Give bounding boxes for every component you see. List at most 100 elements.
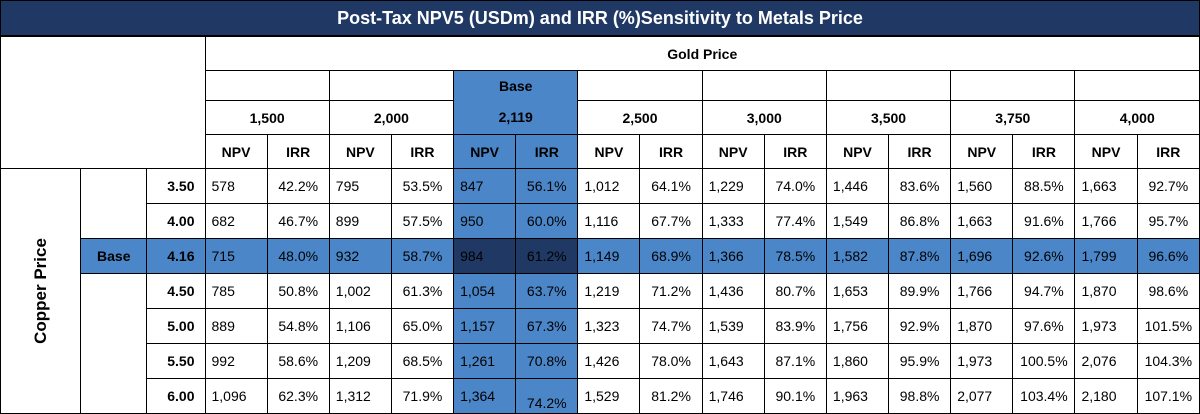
npv-cell: 1,973: [1074, 308, 1138, 344]
npv-column-header: NPV: [204, 134, 268, 169]
irr-column-header: IRR: [515, 134, 579, 169]
gold-price-cell: 3,500: [825, 100, 952, 135]
npv-cell: 1,799: [1074, 238, 1138, 274]
npv-column-header: NPV: [950, 134, 1014, 169]
npv-cell: 1,209: [328, 343, 392, 379]
irr-cell: 67.7%: [639, 203, 703, 239]
npv-cell: 1,229: [701, 168, 765, 204]
irr-column-header: IRR: [1136, 134, 1200, 169]
irr-cell: 46.7%: [266, 203, 330, 239]
irr-cell: 98.6%: [1136, 273, 1200, 309]
table-row: 5.00 889 54.8% 1,106 65.0% 1,157 67.3% 1,323 74.…: [1, 308, 1200, 344]
gold-price-cell: 1,500: [204, 100, 330, 135]
irr-cell: 90.1%: [763, 378, 827, 414]
npv-cell: 1,366: [701, 238, 765, 274]
irr-cell: 77.4%: [763, 203, 827, 239]
irr-cell: 78.5%: [763, 238, 827, 274]
npv-cell: 1,436: [701, 273, 765, 309]
irr-cell: 67.3%: [515, 308, 579, 344]
irr-column-header: IRR: [888, 134, 952, 169]
npv-cell: 984: [453, 238, 517, 274]
irr-cell: 103.4%: [1012, 378, 1076, 414]
gold-price-header: Gold Price: [204, 36, 1200, 71]
gold-price-row: 1,500 2,000 2,119 2,500 3,000 3,500 3,750 4,000: [1, 100, 1200, 135]
npv-column-header: NPV: [453, 134, 517, 169]
irr-cell: 56.1%: [515, 168, 579, 204]
copper-price-cell: 5.00: [146, 308, 206, 344]
npv-cell: 1,149: [577, 238, 641, 274]
irr-cell: 63.7%: [515, 273, 579, 309]
irr-cell: 88.5%: [1012, 168, 1076, 204]
irr-cell: 50.8%: [266, 273, 330, 309]
copper-base-marker: Base: [80, 238, 148, 274]
irr-column-header: IRR: [763, 134, 827, 169]
npv-column-header: NPV: [328, 134, 392, 169]
npv-cell: 1,860: [825, 343, 890, 379]
irr-cell: 53.5%: [390, 168, 455, 204]
irr-cell: 92.6%: [1012, 238, 1076, 274]
irr-cell: 100.5%: [1012, 343, 1076, 379]
npv-cell: 1,219: [577, 273, 641, 309]
irr-cell: 71.9%: [390, 378, 455, 414]
npv-cell: 1,653: [825, 273, 890, 309]
npv-column-header: NPV: [701, 134, 765, 169]
irr-cell: 87.8%: [888, 238, 952, 274]
sensitivity-table: Gold Price Base 1,500 2,000 2,119 2,500 3,00…: [0, 36, 1200, 414]
irr-cell: 74.7%: [639, 308, 703, 344]
copper-price-cell: 4.50: [146, 273, 206, 309]
irr-cell: 80.7%: [763, 273, 827, 309]
gold-header-row: Gold Price: [0, 36, 1200, 169]
irr-cell: 91.6%: [1012, 203, 1076, 239]
irr-cell: 68.5%: [390, 343, 455, 379]
irr-cell: 70.8%: [515, 343, 579, 379]
npv-cell: 1,766: [1074, 203, 1138, 239]
irr-cell: 58.7%: [390, 238, 455, 274]
copper-price-cell: 3.50: [146, 168, 206, 204]
npv-cell: 1,663: [1074, 168, 1138, 204]
npv-cell: 578: [204, 168, 268, 204]
copper-price-cell: 4.00: [146, 203, 206, 239]
irr-cell: 42.2%: [266, 168, 330, 204]
irr-cell: 83.6%: [888, 168, 952, 204]
irr-cell: 62.3%: [266, 378, 330, 414]
irr-column-header: IRR: [1012, 134, 1076, 169]
npv-cell: 1,963: [825, 378, 890, 414]
base-marker-blank: [950, 70, 1076, 101]
table-row: Copper Price 3.50 578 42.2% 795 53.5% 847 56.1%…: [0, 168, 1200, 414]
npv-cell: 1,323: [577, 308, 641, 344]
irr-cell: 64.1%: [639, 168, 703, 204]
table-row: 4.50 785 50.8% 1,002 61.3% 1,054 63.7% 1,219 71.…: [1, 273, 1200, 309]
npv-cell: 1,756: [825, 308, 890, 344]
irr-cell: 104.3%: [1136, 343, 1200, 379]
irr-cell: 92.7%: [1136, 168, 1200, 204]
irr-cell: 48.0%: [266, 238, 330, 274]
npv-cell: 1,973: [950, 343, 1014, 379]
npv-column-header: NPV: [577, 134, 641, 169]
irr-cell: 87.1%: [763, 343, 827, 379]
table-row: 6.00 1,096 62.3% 1,312 71.9% 1,364 74.2% 1,529 8…: [1, 378, 1200, 414]
npv-cell: 1,539: [701, 308, 765, 344]
irr-cell: 97.6%: [1012, 308, 1076, 344]
copper-price-cell: 4.16: [146, 238, 206, 274]
gold-price-cell: 2,500: [577, 100, 703, 135]
npv-cell: 1,106: [328, 308, 392, 344]
copper-price-cell: 5.50: [146, 343, 206, 379]
copper-price-label: Copper Price: [30, 238, 50, 344]
irr-cell: 54.8%: [266, 308, 330, 344]
npv-cell: 1,364: [453, 378, 517, 414]
npv-cell: 1,870: [1074, 273, 1138, 309]
irr-cell: 83.9%: [763, 308, 827, 344]
irr-cell: 68.9%: [639, 238, 703, 274]
base-marker-blank: [80, 168, 148, 204]
gold-price-cell: 2,119: [453, 100, 579, 135]
npv-cell: 1,643: [701, 343, 765, 379]
npv-cell: 1,116: [577, 203, 641, 239]
npv-cell: 1,446: [825, 168, 890, 204]
corner-blank-cell: [0, 36, 206, 169]
npv-cell: 1,549: [825, 203, 890, 239]
copper-price-label-cell: Copper Price: [0, 168, 82, 414]
base-marker-blank: [204, 70, 330, 101]
irr-cell: 78.0%: [639, 343, 703, 379]
base-marker-blank: [577, 70, 703, 101]
irr-cell: 61.2%: [515, 238, 579, 274]
